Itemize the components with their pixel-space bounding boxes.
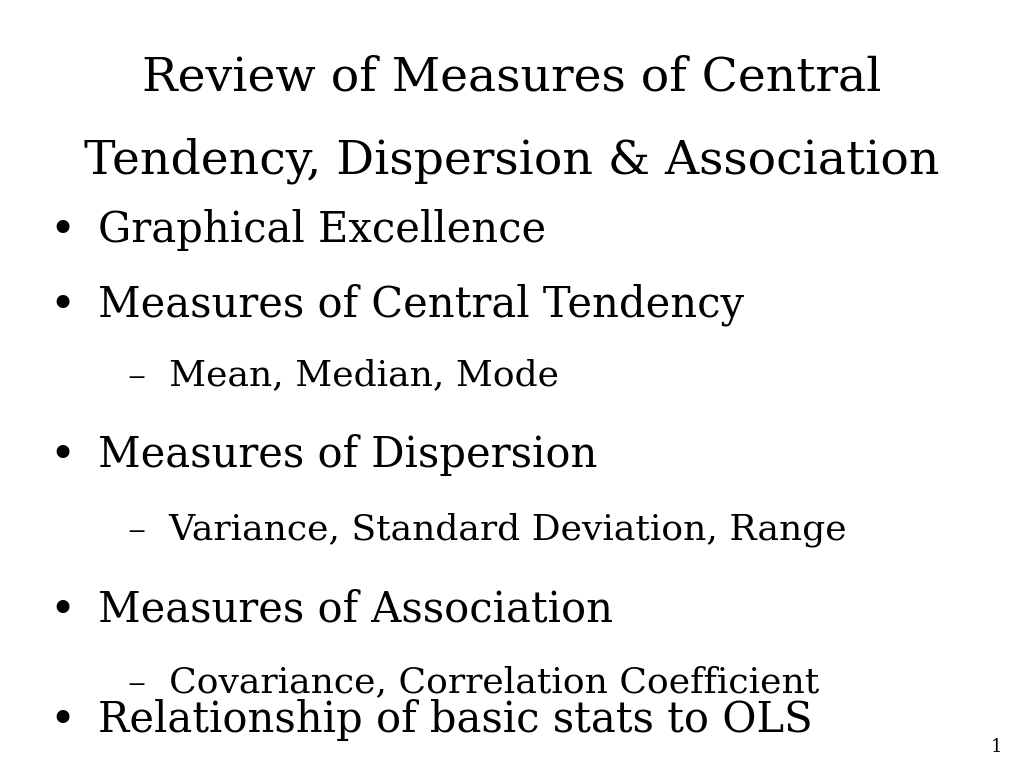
Text: Graphical Excellence: Graphical Excellence (98, 209, 546, 251)
Text: Tendency, Dispersion & Association: Tendency, Dispersion & Association (84, 137, 940, 184)
Text: Review of Measures of Central: Review of Measures of Central (142, 55, 882, 101)
Text: Relationship of basic stats to OLS: Relationship of basic stats to OLS (98, 699, 813, 741)
Text: –  Covariance, Correlation Coefficient: – Covariance, Correlation Coefficient (128, 665, 819, 699)
Text: •: • (49, 208, 75, 252)
Text: Measures of Association: Measures of Association (98, 589, 613, 631)
Text: –  Variance, Standard Deviation, Range: – Variance, Standard Deviation, Range (128, 513, 847, 548)
Text: 1: 1 (990, 738, 1002, 756)
Text: Measures of Central Tendency: Measures of Central Tendency (98, 283, 744, 326)
Text: –  Mean, Median, Mode: – Mean, Median, Mode (128, 358, 559, 392)
Text: •: • (49, 433, 75, 477)
Text: •: • (49, 698, 75, 742)
Text: Measures of Dispersion: Measures of Dispersion (98, 434, 597, 476)
Text: •: • (49, 588, 75, 631)
Text: •: • (49, 283, 75, 326)
